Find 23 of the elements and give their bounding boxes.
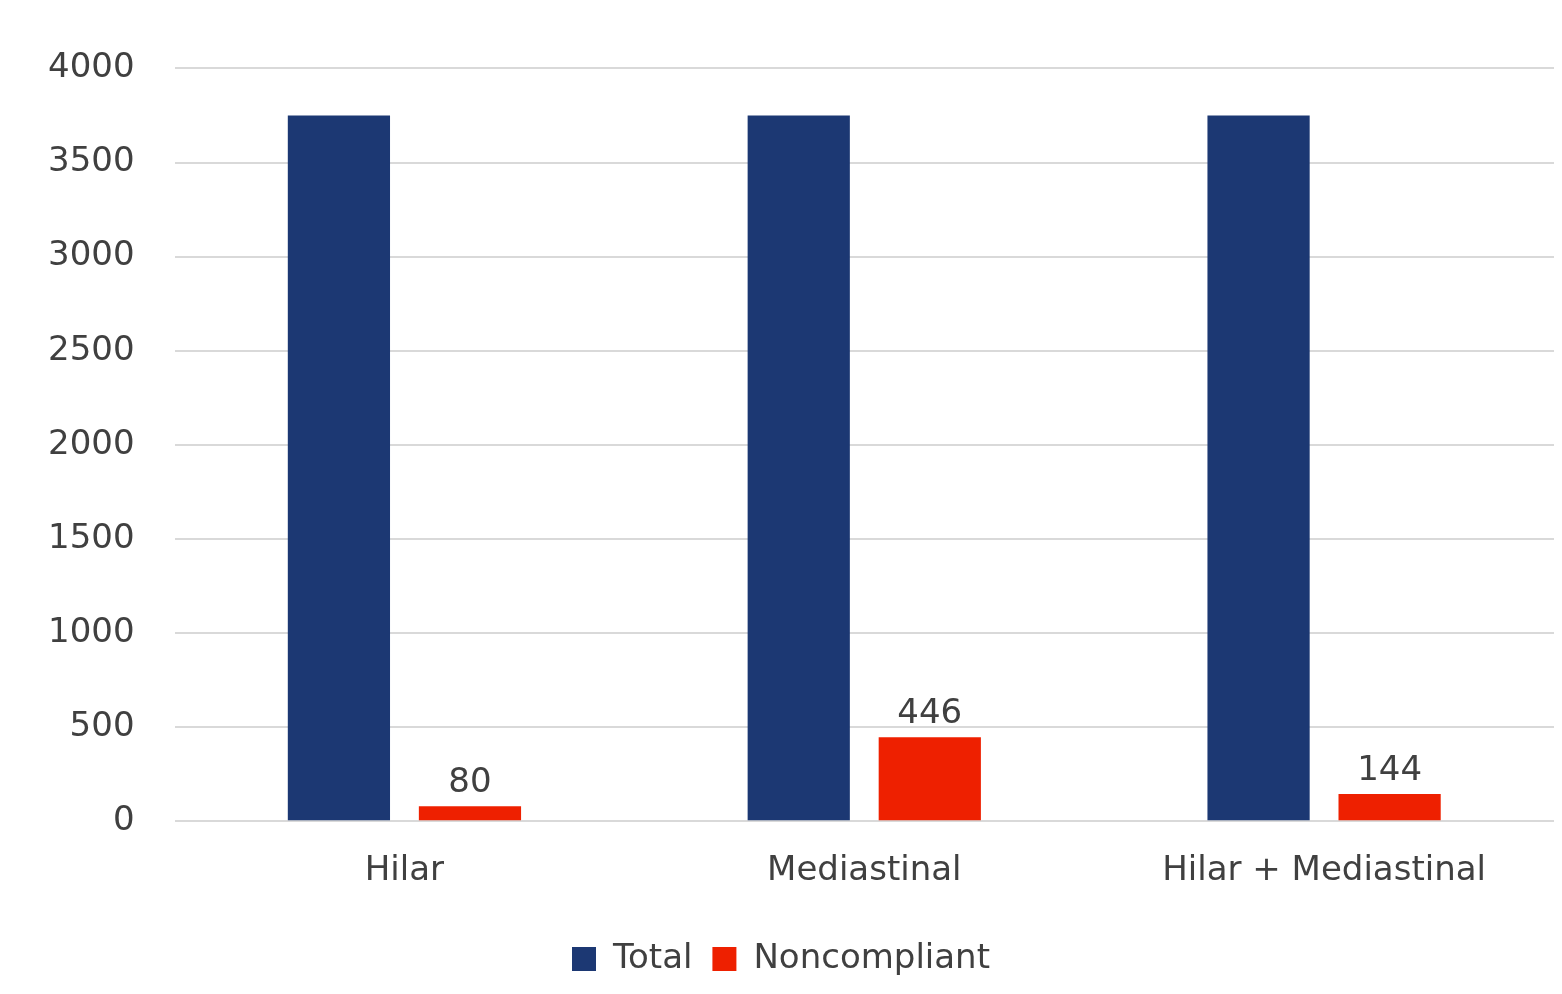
y-tick-label: 3500	[48, 139, 135, 180]
data-label: 80	[448, 759, 492, 800]
bar	[287, 115, 391, 821]
bar	[1207, 115, 1310, 821]
bar	[1338, 794, 1441, 821]
y-tick-label: 3000	[48, 233, 135, 274]
legend-label: Noncompliant	[753, 935, 990, 976]
x-tick-label: Hilar	[364, 848, 445, 889]
bar	[878, 737, 981, 821]
y-tick-label: 0	[112, 798, 135, 839]
y-tick-label: 4000	[48, 45, 135, 86]
legend-label: Total	[612, 935, 693, 976]
bar	[418, 806, 522, 821]
data-label: 446	[897, 691, 963, 732]
x-tick-label: Mediastinal	[767, 848, 962, 889]
y-tick-label: 1000	[48, 609, 135, 650]
y-tick-label: 1500	[48, 515, 135, 556]
bar	[747, 115, 850, 821]
y-tick-label: 2500	[48, 327, 135, 368]
data-label: 144	[1357, 747, 1423, 788]
y-tick-label: 2000	[48, 421, 135, 462]
y-tick-label: 500	[69, 703, 135, 744]
x-tick-label: Hilar + Mediastinal	[1162, 848, 1486, 889]
